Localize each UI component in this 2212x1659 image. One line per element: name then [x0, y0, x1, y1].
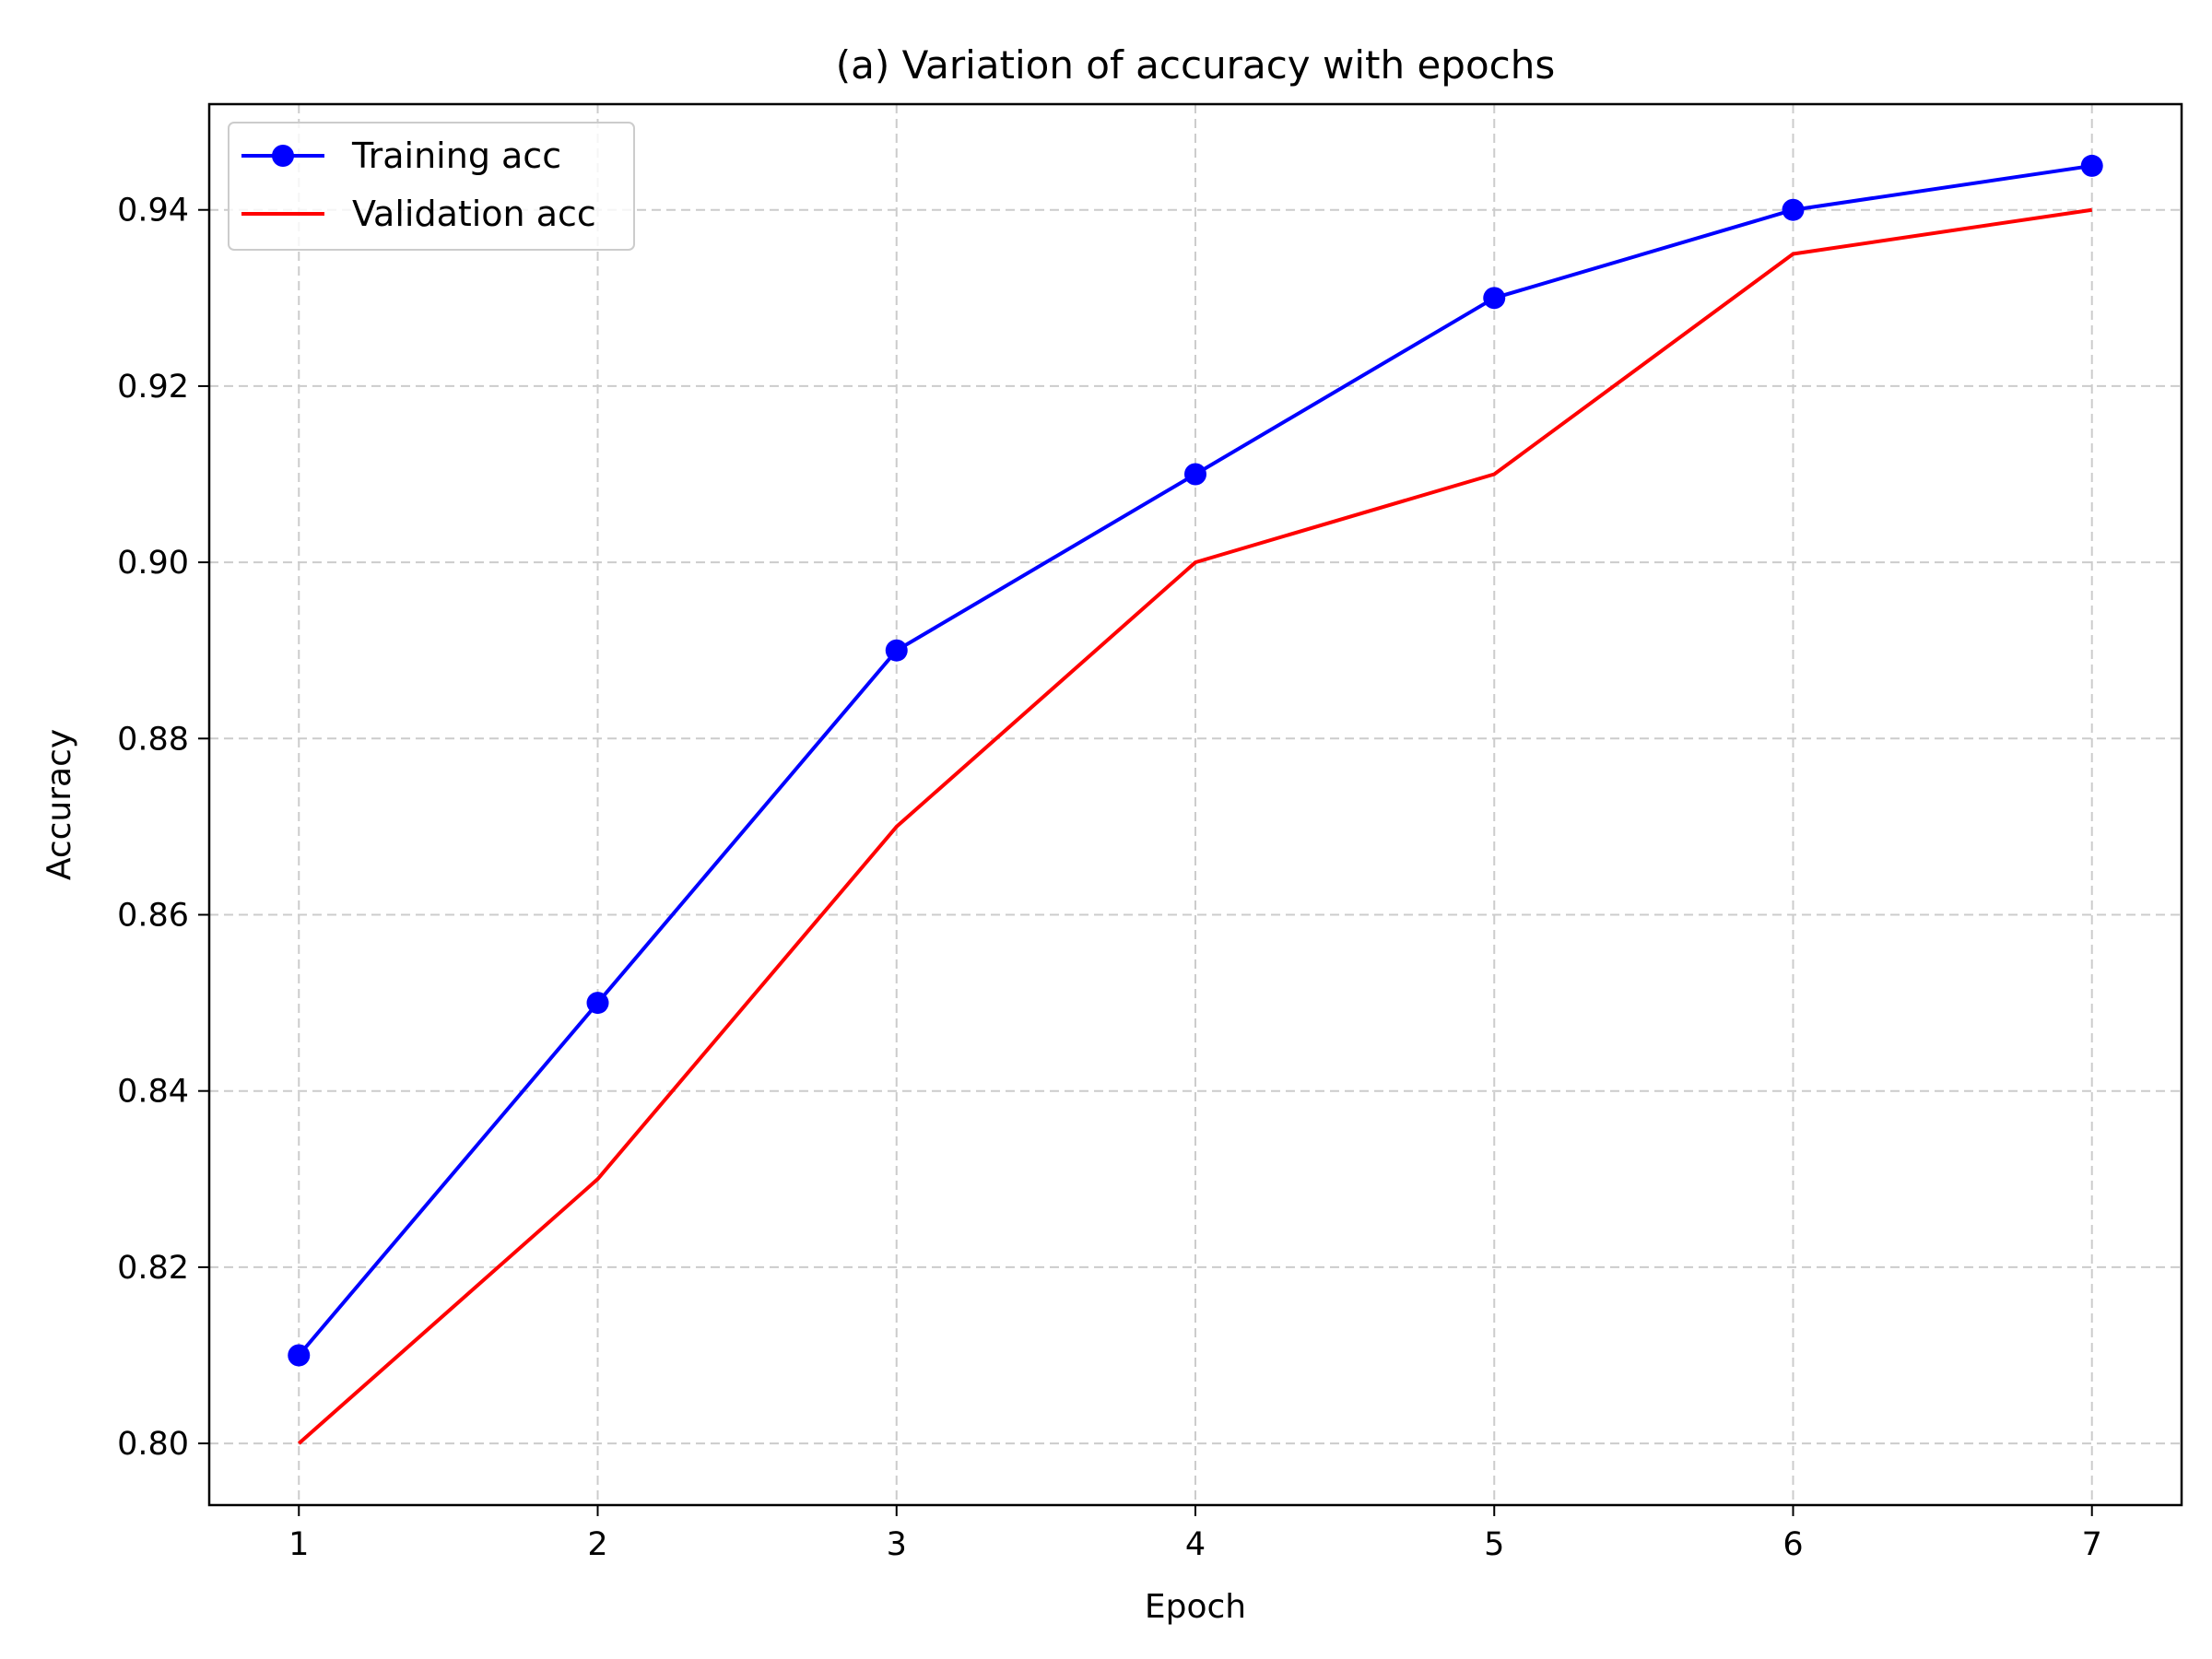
- x-tick-label: 6: [1783, 1526, 1803, 1563]
- training-acc-point: [586, 992, 609, 1015]
- legend-items: Training acc Validation acc: [241, 135, 596, 234]
- y-tick-label: 0.90: [117, 545, 189, 582]
- y-axis-label: Accuracy: [41, 729, 78, 880]
- training-acc-point: [1782, 198, 1805, 221]
- legend: Training acc Validation acc: [228, 122, 635, 251]
- x-tick-label: 5: [1484, 1526, 1504, 1563]
- training-acc-legend-marker: [272, 145, 294, 167]
- axis-ticks: 1 2 3 4 5 6 7 0.80 0.82 0.84 0.86 0.88 0.90 0.92 0.94: [117, 193, 2102, 1563]
- training-acc-point: [885, 639, 908, 662]
- x-tick-label: 2: [587, 1526, 607, 1563]
- y-tick-label: 0.82: [117, 1250, 189, 1287]
- x-tick-label: 3: [887, 1526, 907, 1563]
- legend-box: [228, 122, 635, 251]
- series-layer: [288, 154, 2103, 1445]
- x-axis-label: Epoch: [1145, 1588, 1246, 1626]
- x-tick-label: 1: [288, 1526, 309, 1563]
- training-acc-legend-label: Training acc: [351, 135, 561, 176]
- y-tick-label: 0.88: [117, 721, 189, 758]
- validation-acc-line: [297, 207, 2093, 1445]
- training-acc-point: [1483, 287, 1506, 310]
- y-tick-label: 0.94: [117, 193, 189, 229]
- y-tick-label: 0.92: [117, 369, 189, 406]
- x-tick-label: 7: [2082, 1526, 2102, 1563]
- validation-acc-legend-label: Validation acc: [352, 194, 596, 234]
- chart-title: (a) Variation of accuracy with epochs: [836, 42, 1555, 88]
- x-tick-label: 4: [1185, 1526, 1206, 1563]
- y-tick-label: 0.86: [117, 897, 189, 934]
- y-tick-label: 0.80: [117, 1426, 189, 1463]
- training-acc-point: [288, 1344, 311, 1367]
- training-acc-point: [2080, 154, 2103, 177]
- y-tick-label: 0.84: [117, 1074, 189, 1111]
- training-acc-point: [1184, 463, 1206, 486]
